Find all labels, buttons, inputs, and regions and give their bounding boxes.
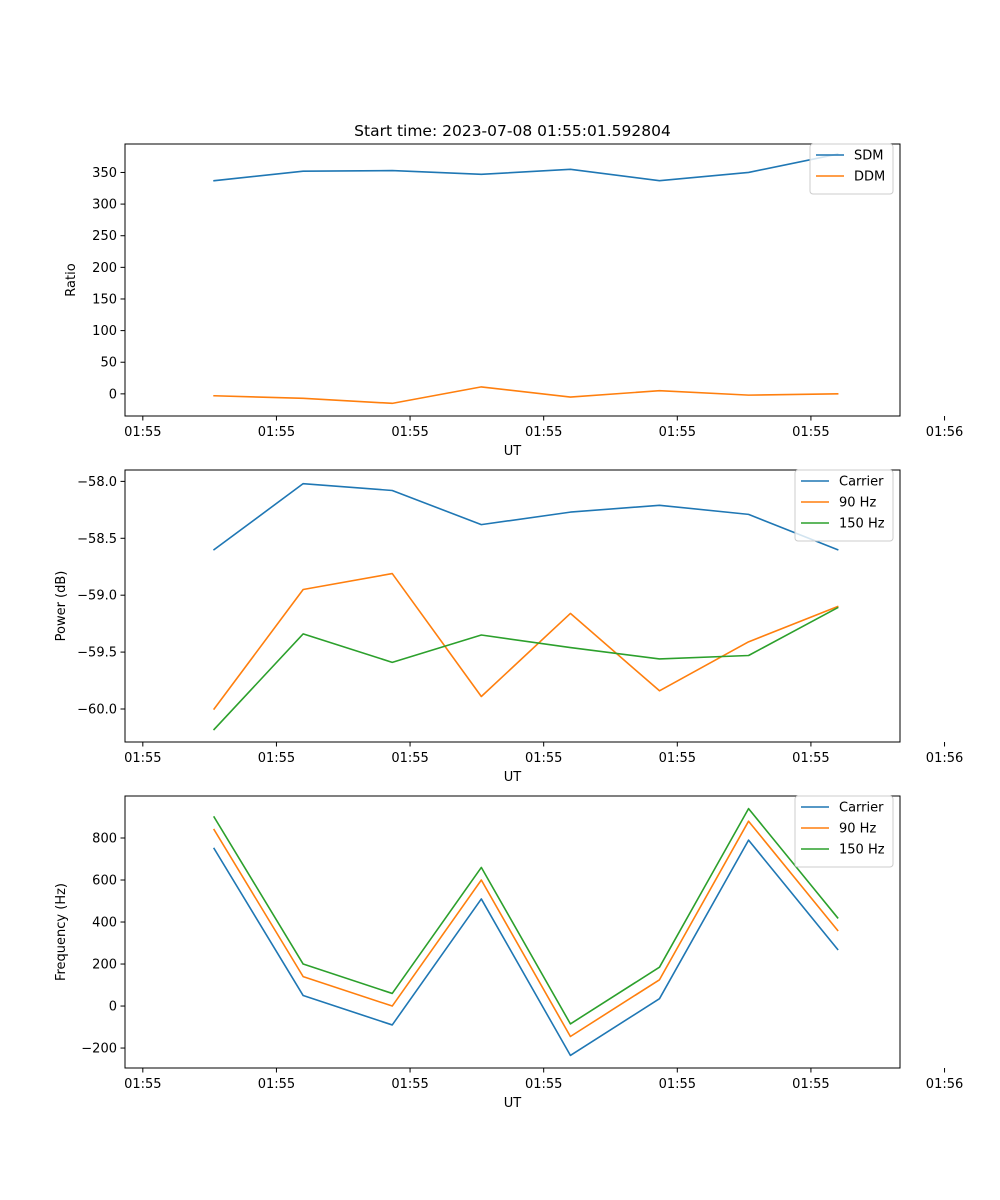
legend-label-carrier: Carrier: [839, 475, 884, 490]
y-tick-label: 350: [92, 166, 117, 181]
legend: Carrier 90 Hz 150 Hz: [794, 469, 894, 542]
figure-title: Start time: 2023-07-08 01:55:01.592804: [354, 122, 671, 140]
x-tick-label: 01:56: [926, 425, 963, 440]
y-tick-label: 0: [109, 387, 117, 402]
x-axis-label: UT: [504, 770, 522, 785]
y-tick-label: 400: [92, 916, 117, 931]
series-line-90-hz: [212, 820, 839, 1038]
axes-frame: [124, 469, 901, 743]
legend-label-ddm: DDM: [854, 170, 885, 185]
x-tick-label: 01:55: [391, 425, 428, 440]
legend-label-90-hz: 90 Hz: [839, 822, 876, 837]
y-tick-label: 200: [92, 261, 117, 276]
legend-label-sdm: SDM: [854, 149, 883, 164]
y-tick-label: 150: [92, 292, 117, 307]
series-line-150-hz: [212, 606, 839, 731]
y-tick-label: 200: [92, 958, 117, 973]
series-line-carrier: [212, 482, 839, 551]
legend-label-90-hz: 90 Hz: [839, 496, 876, 511]
legend: Carrier 90 Hz 150 Hz: [794, 795, 894, 868]
y-tick-label: −59.5: [77, 646, 117, 661]
x-tick-label: 01:55: [659, 1077, 696, 1092]
y-tick-label: −60.0: [77, 702, 117, 717]
y-tick-label: 300: [92, 198, 117, 213]
x-tick-label: 01:55: [792, 1077, 829, 1092]
x-tick-label: 01:55: [391, 751, 428, 766]
y-tick-label: 100: [92, 324, 117, 339]
y-axis-label: Ratio: [64, 263, 79, 296]
x-tick-label: 01:55: [792, 425, 829, 440]
legend-label-carrier: Carrier: [839, 801, 884, 816]
y-axis-label: Power (dB): [54, 571, 69, 642]
power-chart: 01:55 01:55 01:55 01:55 01:55 01:55 01:56 −60.0…: [54, 469, 963, 785]
y-tick-label: 250: [92, 229, 117, 244]
x-tick-label: 01:55: [525, 751, 562, 766]
x-tick-label: 01:56: [926, 1077, 963, 1092]
x-tick-label: 01:55: [258, 425, 295, 440]
series-line-150-hz: [212, 807, 839, 1025]
x-tick-label: 01:56: [926, 751, 963, 766]
y-tick-label: 600: [92, 874, 117, 889]
legend-box: [809, 143, 894, 195]
x-tick-label: 01:55: [659, 751, 696, 766]
series-line-90-hz: [212, 572, 839, 711]
x-tick-label: 01:55: [124, 1077, 161, 1092]
x-axis-label: UT: [504, 1096, 522, 1111]
x-tick-label: 01:55: [258, 1077, 295, 1092]
series-line-carrier: [212, 839, 839, 1057]
x-tick-label: 01:55: [659, 425, 696, 440]
ratio-chart: 01:55 01:55 01:55 01:55 01:55 01:55 01:56 0 50 10…: [64, 143, 963, 459]
y-tick-label: 0: [109, 1000, 117, 1015]
y-tick-label: 800: [92, 832, 117, 847]
y-tick-label: −58.5: [77, 532, 117, 547]
x-tick-label: 01:55: [525, 1077, 562, 1092]
y-axis-label: Frequency (Hz): [54, 883, 69, 981]
x-tick-label: 01:55: [391, 1077, 428, 1092]
legend: SDM DDM: [809, 143, 894, 195]
x-tick-label: 01:55: [792, 751, 829, 766]
x-tick-label: 01:55: [124, 425, 161, 440]
y-tick-label: −200: [81, 1042, 117, 1057]
y-tick-label: −58.0: [77, 475, 117, 490]
y-tick-label: −59.0: [77, 589, 117, 604]
axes-frame: [124, 795, 901, 1069]
y-tick-label: 50: [100, 356, 117, 371]
x-tick-label: 01:55: [124, 751, 161, 766]
frequency-chart: 01:55 01:55 01:55 01:55 01:55 01:55 01:56 −200 0…: [54, 795, 963, 1111]
x-tick-label: 01:55: [258, 751, 295, 766]
axes-frame: [124, 143, 901, 417]
series-line-ddm: [213, 386, 839, 405]
series-line-sdm: [213, 153, 839, 182]
legend-label-150-hz: 150 Hz: [839, 517, 885, 532]
x-axis-label: UT: [504, 444, 522, 459]
x-tick-label: 01:55: [525, 425, 562, 440]
legend-label-150-hz: 150 Hz: [839, 843, 885, 858]
